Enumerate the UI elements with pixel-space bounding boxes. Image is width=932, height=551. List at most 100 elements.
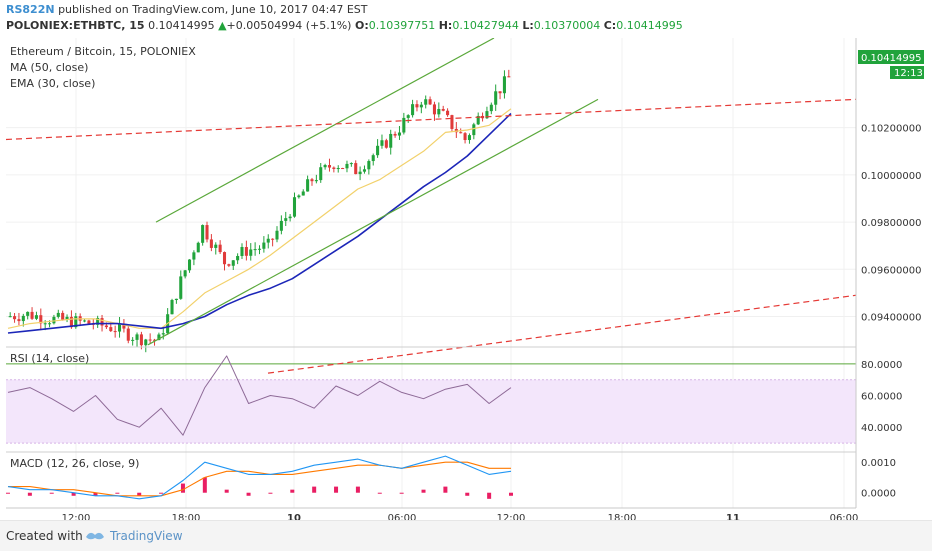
candle-body <box>284 218 288 221</box>
candle-body <box>30 311 34 319</box>
candle-body <box>275 230 279 240</box>
macd-hist-bar <box>465 492 470 496</box>
candle-body <box>358 171 362 175</box>
candle-body <box>336 168 340 170</box>
candle-body <box>209 239 213 248</box>
footer: Created with TradingView <box>0 520 932 551</box>
publish-line: RS822N published on TradingView.com, Jun… <box>6 3 367 16</box>
legend-title[interactable]: Ethereum / Bitcoin, 15, POLONIEX <box>10 45 196 58</box>
price-tick-label: 0.10000000 <box>861 171 921 182</box>
close-value: 0.10414995 <box>616 19 683 32</box>
high-value: 0.10427944 <box>452 19 519 32</box>
candle-body <box>152 339 157 341</box>
candle-body <box>389 133 393 148</box>
candle-body <box>463 133 467 141</box>
open-label: O: <box>354 19 369 32</box>
time-tick-label: 18:00 <box>608 513 637 520</box>
candle-body <box>43 323 47 325</box>
candle-body <box>161 333 165 335</box>
candle-body <box>314 180 318 182</box>
series-lines <box>7 108 512 500</box>
chart-area[interactable]: 12:00 18:00 10 06:00 12:00 18:00 11 06:00 0.1020… <box>5 37 932 524</box>
macd-hist-bar <box>224 489 229 493</box>
legend-ma[interactable]: MA (50, close) <box>10 61 89 74</box>
candle-body <box>371 155 375 162</box>
candle-body <box>192 252 196 260</box>
candle-body <box>262 242 266 249</box>
candle-body <box>406 115 410 118</box>
ma-line <box>7 112 512 334</box>
legend-rsi[interactable]: RSI (14, close) <box>10 352 90 365</box>
trend-drawings[interactable] <box>5 37 857 374</box>
candle-body <box>196 242 200 253</box>
candle-body <box>148 339 152 341</box>
candle-body <box>441 108 445 111</box>
candle-body <box>205 225 209 240</box>
price-tick-label: 0.09600000 <box>861 265 921 276</box>
candle-body <box>384 140 388 148</box>
candle-body <box>87 320 91 324</box>
candle-body <box>65 316 69 320</box>
candle-body <box>411 104 415 116</box>
candle-body <box>437 108 441 115</box>
candle-body <box>279 220 283 231</box>
candle-body <box>174 298 178 301</box>
candle-body <box>362 169 367 172</box>
legend-macd[interactable]: MACD (12, 26, close, 9) <box>10 457 140 470</box>
chart-svg[interactable]: 12:00 18:00 10 06:00 12:00 18:00 11 06:00 0.1020… <box>5 37 932 524</box>
macd-hist-bar <box>509 492 513 496</box>
candle-body <box>240 247 244 256</box>
candle-body <box>297 195 301 198</box>
macd-hist-bar <box>377 492 382 494</box>
change-value: +0.00504994 (+5.1%) <box>226 19 352 32</box>
candle-body <box>393 133 397 136</box>
macd-hist-bar <box>49 492 54 494</box>
author-link[interactable]: RS822N <box>6 3 55 16</box>
rsi-tick-label: 80.0000 <box>861 360 902 371</box>
price-tick-label: 0.09400000 <box>861 312 921 323</box>
macd-hist-bar <box>290 489 295 493</box>
candle-body <box>481 115 485 119</box>
candle-body <box>104 325 108 328</box>
macd-hist-bar <box>268 492 273 494</box>
time-tick-label: 11 <box>726 513 740 520</box>
candle-body <box>476 115 480 125</box>
macd-hist-bar <box>399 492 404 494</box>
published-text: published on TradingView.com, June 10, 2… <box>58 3 368 16</box>
candle-body <box>459 132 463 134</box>
symbol-label[interactable]: POLONIEX:ETHBTC, 15 <box>6 19 145 32</box>
candle-body <box>61 312 65 320</box>
candle-body <box>489 104 493 112</box>
price-badge-value: 0.10414995 <box>861 53 921 64</box>
candle-body <box>8 316 12 318</box>
candle-body <box>201 225 205 243</box>
candle-body <box>341 168 345 170</box>
candle-body <box>244 247 248 256</box>
candle-body <box>266 238 270 243</box>
grid <box>6 38 856 508</box>
candle-body <box>402 117 406 133</box>
candle-body <box>397 132 401 136</box>
rsi-tick-label: 60.0000 <box>861 392 902 403</box>
close-label: C: <box>603 19 617 32</box>
rsi-line <box>7 355 512 436</box>
candle-body <box>218 244 222 253</box>
candle-body <box>109 327 113 332</box>
macd-hist-bar <box>421 489 426 493</box>
candle-body <box>271 238 275 240</box>
macd-signal-line <box>8 461 511 497</box>
footer-brand[interactable]: TradingView <box>110 529 183 543</box>
candle-body <box>56 312 60 317</box>
macd-hist-bar <box>487 492 492 499</box>
candle-body <box>222 252 227 265</box>
high-label: H: <box>438 19 453 32</box>
legend-ema[interactable]: EMA (30, close) <box>10 77 96 90</box>
candle-body <box>467 135 471 141</box>
macd-line <box>7 455 512 500</box>
candle-body <box>74 316 78 328</box>
candle-body <box>376 145 380 156</box>
candle-body <box>306 179 310 192</box>
candle-body <box>288 216 292 219</box>
candle-body <box>332 167 336 169</box>
macd-hist-bar <box>334 486 339 493</box>
